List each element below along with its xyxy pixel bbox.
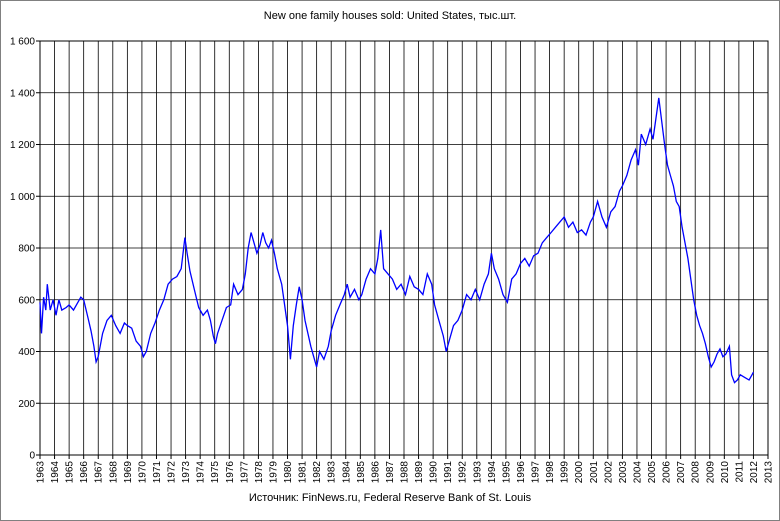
x-tick-label: 1991 xyxy=(443,461,454,484)
x-tick-label: 2004 xyxy=(632,461,643,484)
x-tick-label: 1989 xyxy=(414,461,425,484)
x-tick-label: 2001 xyxy=(589,461,600,484)
x-tick-label: 1972 xyxy=(167,461,178,484)
x-tick-label: 1976 xyxy=(225,461,236,484)
x-tick-label: 1990 xyxy=(429,461,440,484)
x-tick-label: 1964 xyxy=(50,461,61,484)
x-tick-label: 2002 xyxy=(603,461,614,484)
x-tick-label: 2011 xyxy=(734,461,745,483)
x-tick-label: 1975 xyxy=(210,461,221,484)
x-tick-label: 2013 xyxy=(764,461,775,484)
x-tick-label: 2008 xyxy=(691,461,702,484)
x-tick-label: 1992 xyxy=(458,461,469,484)
x-tick-label: 1971 xyxy=(152,461,163,484)
x-tick-label: 2000 xyxy=(574,461,585,484)
y-tick-label: 1 200 xyxy=(10,140,35,151)
chart-source: Источник: FinNews.ru, Federal Reserve Ba… xyxy=(248,492,532,504)
x-tick-label: 2005 xyxy=(647,461,658,484)
x-tick-label: 1974 xyxy=(196,461,207,484)
x-tick-label: 1997 xyxy=(531,461,542,484)
x-tick-label: 1983 xyxy=(327,461,338,484)
x-tick-label: 1985 xyxy=(356,461,367,484)
x-tick-label: 1970 xyxy=(137,461,148,484)
x-tick-label: 1965 xyxy=(65,461,76,484)
x-tick-label: 1984 xyxy=(341,461,352,484)
x-tick-label: 1987 xyxy=(385,461,396,484)
x-tick-label: 2009 xyxy=(705,461,716,484)
y-tick-label: 1 400 xyxy=(10,88,35,99)
x-tick-label: 1968 xyxy=(108,461,119,484)
x-tick-label: 2006 xyxy=(662,461,673,484)
x-tick-label: 1969 xyxy=(123,461,134,484)
x-tick-label: 1966 xyxy=(79,461,90,484)
x-tick-label: 2003 xyxy=(618,461,629,484)
y-tick-label: 600 xyxy=(18,295,35,306)
x-tick-label: 1979 xyxy=(268,461,279,484)
x-axis-ticks: 1963 1964 1965 1966 1967 1968 1969 1970 1971 1972… xyxy=(36,455,775,483)
y-tick-label: 200 xyxy=(18,399,35,410)
x-tick-label: 2010 xyxy=(720,461,731,484)
x-tick-label: 1973 xyxy=(181,461,192,484)
series-line xyxy=(39,97,754,384)
x-tick-label: 1986 xyxy=(370,461,381,484)
y-tick-label: 1 000 xyxy=(10,192,35,203)
x-tick-label: 2007 xyxy=(676,461,687,484)
x-tick-label: 1978 xyxy=(254,461,265,484)
x-tick-label: 1996 xyxy=(516,461,527,484)
chart-title: New one family houses sold: United State… xyxy=(263,10,517,22)
x-tick-label: 1967 xyxy=(94,461,105,484)
x-tick-label: 1993 xyxy=(472,461,483,484)
x-tick-label: 1977 xyxy=(239,461,250,484)
x-tick-label: 1999 xyxy=(560,461,571,484)
x-tick-label: 1988 xyxy=(400,461,411,484)
y-tick-label: 400 xyxy=(18,347,35,358)
x-tick-label: 1998 xyxy=(545,461,556,484)
y-tick-label: 800 xyxy=(18,244,35,255)
y-axis-ticks: 0 200 400 600 800 1 000 1 200 1 400 1 600 xyxy=(10,37,40,462)
x-tick-label: 1982 xyxy=(312,461,323,484)
grid-lines xyxy=(39,40,769,456)
y-tick-label: 1 600 xyxy=(10,37,35,48)
x-tick-label: 1981 xyxy=(298,461,309,484)
x-tick-label: 1994 xyxy=(487,461,498,484)
x-tick-label: 1995 xyxy=(501,461,512,484)
x-tick-label: 2012 xyxy=(749,461,760,484)
y-tick-label: 0 xyxy=(29,451,35,462)
x-tick-label: 1963 xyxy=(36,461,47,484)
x-tick-label: 1980 xyxy=(283,461,294,484)
